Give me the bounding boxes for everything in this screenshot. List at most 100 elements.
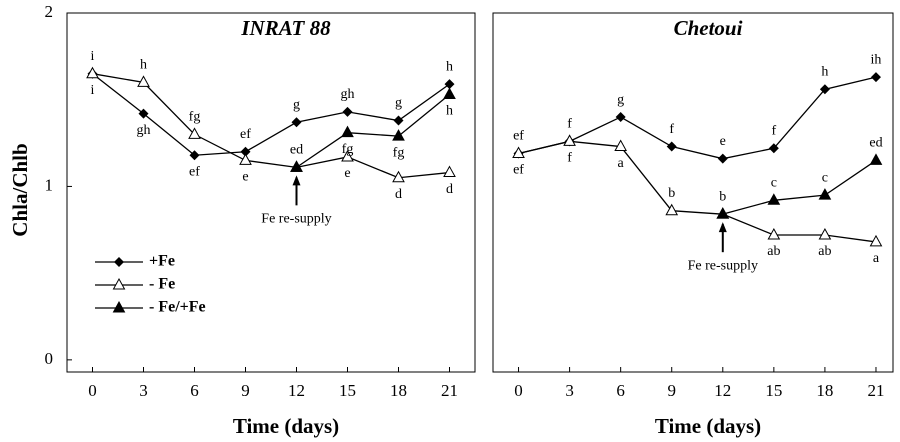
significance-letter: fg <box>189 110 201 125</box>
legend-label: +Fe <box>149 253 175 270</box>
legend-marker <box>112 300 126 313</box>
significance-letter: e <box>720 134 726 149</box>
significance-letter: i <box>91 49 95 64</box>
significance-letter: ef <box>240 127 251 142</box>
marker <box>392 129 405 141</box>
significance-letter: c <box>822 170 828 185</box>
marker <box>188 127 201 139</box>
marker <box>563 134 576 146</box>
x-tick-label: 6 <box>616 381 625 400</box>
x-tick-label: 0 <box>88 381 97 400</box>
series-line <box>722 159 877 215</box>
significance-letter: b <box>719 189 726 204</box>
marker <box>240 146 251 157</box>
significance-letter: ef <box>513 163 524 178</box>
x-tick-label: 9 <box>241 381 250 400</box>
chart-title: INRAT 88 <box>240 16 331 40</box>
y-tick-label: 2 <box>45 2 54 21</box>
legend-label: - Fe/+Fe <box>149 299 206 316</box>
significance-letter: a <box>618 156 625 171</box>
significance-letter: ih <box>871 52 882 67</box>
marker <box>768 143 779 154</box>
annotation-arrowhead <box>292 175 301 186</box>
marker <box>291 117 302 128</box>
marker <box>665 203 679 216</box>
significance-letter: fg <box>393 145 405 160</box>
y-axis-title: Chla/Chlb <box>8 143 32 236</box>
significance-letter: ef <box>513 129 524 144</box>
significance-letter: fg <box>342 142 354 157</box>
chart-title: Chetoui <box>674 16 743 40</box>
significance-letter: i <box>91 83 95 98</box>
marker <box>341 149 354 162</box>
legend-marker <box>114 257 124 267</box>
significance-letter: gh <box>137 123 151 138</box>
significance-letter: b <box>668 186 675 201</box>
marker <box>444 79 455 90</box>
x-tick-label: 3 <box>565 381 574 400</box>
x-tick-label: 15 <box>765 381 782 400</box>
significance-letter: ed <box>290 143 303 158</box>
significance-letter: f <box>567 117 572 132</box>
significance-letter: ef <box>189 164 200 179</box>
marker <box>137 75 150 87</box>
x-tick-label: 12 <box>288 381 305 400</box>
x-tick-label: 21 <box>867 381 884 400</box>
x-tick-label: 9 <box>667 381 676 400</box>
y-tick-label: 0 <box>45 349 54 368</box>
series-line <box>518 76 877 160</box>
significance-letter: f <box>669 122 674 137</box>
marker <box>393 115 404 126</box>
x-axis-title: Time (days) <box>655 414 761 438</box>
marker <box>239 153 252 165</box>
x-tick-label: 3 <box>139 381 148 400</box>
significance-letter: ab <box>767 244 780 259</box>
significance-letter: e <box>344 166 350 181</box>
marker <box>818 188 832 200</box>
marker <box>342 106 353 117</box>
significance-letter: h <box>821 65 828 80</box>
marker <box>614 139 628 152</box>
x-axis-title: Time (days) <box>233 414 339 438</box>
marker <box>767 193 781 205</box>
significance-letter: g <box>395 96 402 111</box>
marker <box>443 165 456 178</box>
marker <box>290 160 303 172</box>
legend-marker <box>112 277 126 290</box>
marker <box>392 170 405 183</box>
marker <box>341 125 354 138</box>
marker <box>443 87 456 100</box>
marker <box>512 146 525 158</box>
marker <box>189 150 200 161</box>
marker <box>869 234 883 247</box>
significance-letter: h <box>446 104 453 119</box>
significance-letter: h <box>446 59 453 74</box>
x-tick-label: 18 <box>390 381 407 400</box>
significance-letter: a <box>873 251 880 266</box>
significance-letter: e <box>242 170 248 185</box>
annotation-text: Fe re-supply <box>261 212 331 227</box>
significance-letter: f <box>772 123 777 138</box>
significance-letter: d <box>446 182 453 197</box>
significance-letter: g <box>617 92 624 107</box>
series-line <box>92 73 450 156</box>
significance-letter: h <box>140 58 147 73</box>
significance-letter: g <box>293 97 300 112</box>
x-tick-label: 0 <box>514 381 523 400</box>
significance-letter: c <box>771 176 777 191</box>
series-line <box>296 94 450 168</box>
significance-letter: ed <box>869 136 882 151</box>
marker <box>870 72 881 83</box>
marker <box>819 84 830 95</box>
annotation-arrowhead <box>718 222 727 233</box>
plot-frame <box>492 12 894 373</box>
x-tick-label: 21 <box>441 381 458 400</box>
x-tick-label: 15 <box>339 381 356 400</box>
annotation-text: Fe re-supply <box>688 258 758 273</box>
marker <box>767 227 781 240</box>
series-line <box>518 140 877 243</box>
x-tick-label: 12 <box>714 381 731 400</box>
x-tick-label: 6 <box>190 381 199 400</box>
